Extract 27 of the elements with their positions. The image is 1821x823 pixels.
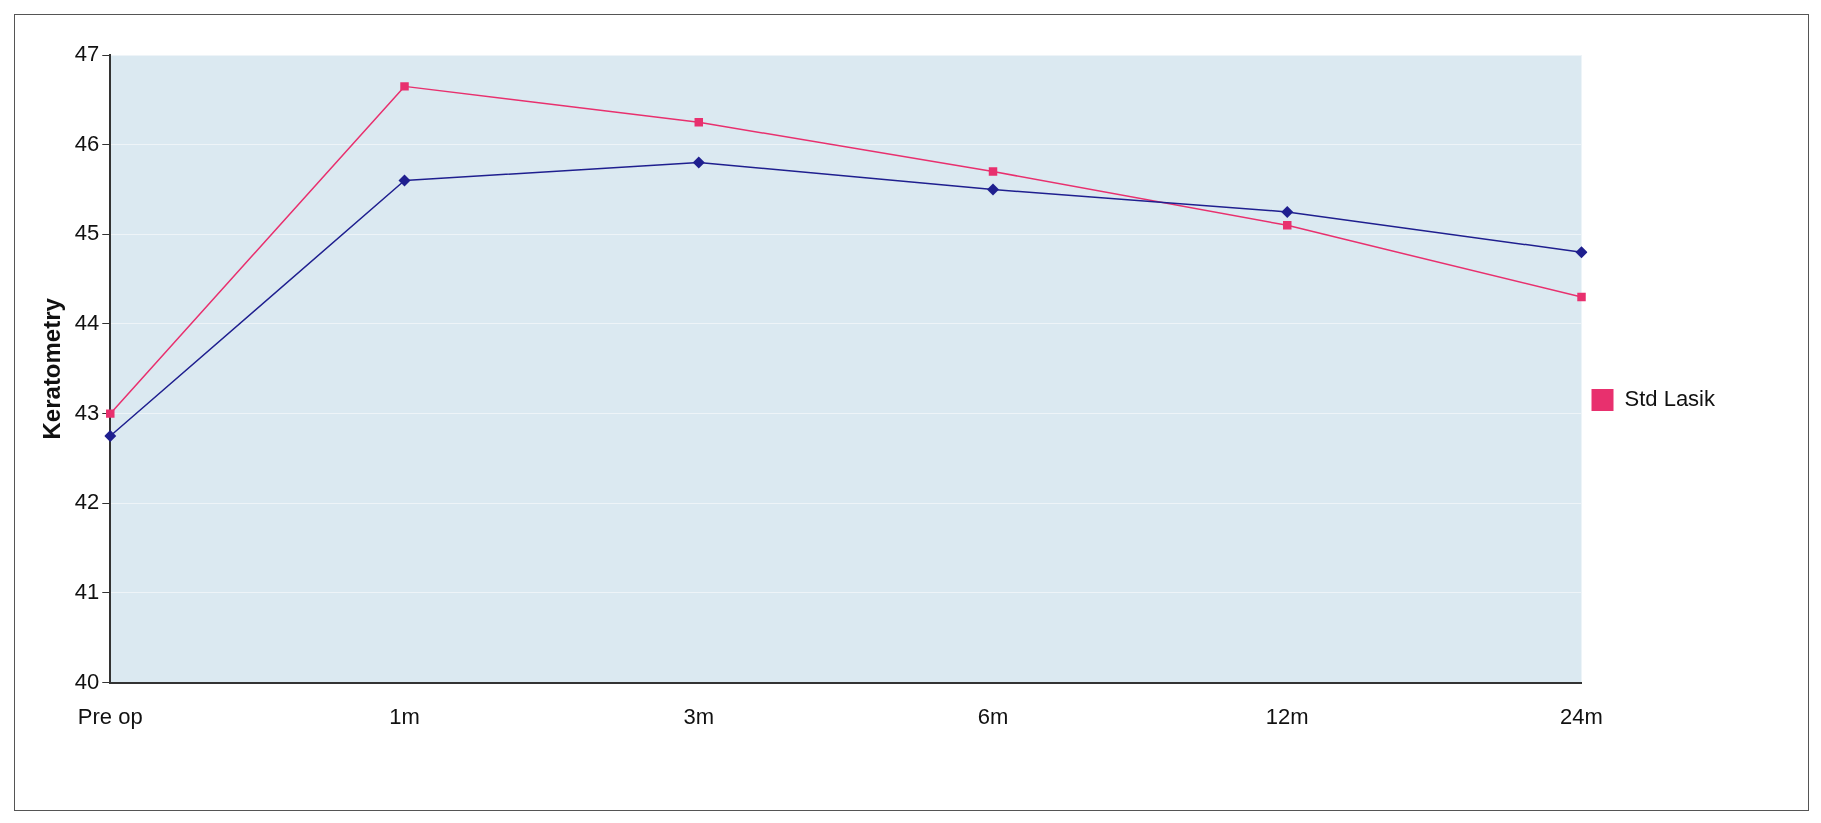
x-tick-label: 12m <box>1265 703 1309 729</box>
point <box>692 156 705 169</box>
y-tick-label: 42 <box>74 489 100 515</box>
point <box>106 409 115 418</box>
x-tick-label: 6m <box>977 703 1009 729</box>
y-tick-label: 43 <box>74 399 100 425</box>
point <box>1577 292 1586 302</box>
x-tick-label: 24m <box>1560 703 1603 729</box>
legend-label: Std Lasik <box>1624 386 1716 412</box>
point <box>987 183 1000 196</box>
y-tick-label: 46 <box>74 130 100 156</box>
point <box>988 167 998 176</box>
y-axis-title: Keratometry <box>38 297 66 440</box>
point <box>400 82 409 91</box>
point <box>104 430 117 443</box>
y-tick-label: 47 <box>74 41 100 67</box>
x-tick-label: 3m <box>683 703 715 729</box>
y-tick-label: 41 <box>74 579 100 605</box>
point <box>1281 205 1294 218</box>
x-tick-label: 1m <box>389 703 420 729</box>
point <box>398 174 411 187</box>
point <box>1283 221 1292 230</box>
point <box>1575 246 1588 259</box>
x-tick-label: Pre op <box>77 703 143 729</box>
y-tick-label: 44 <box>74 310 100 336</box>
y-tick-label: 40 <box>74 668 100 694</box>
y-tick-label: 45 <box>74 220 100 246</box>
